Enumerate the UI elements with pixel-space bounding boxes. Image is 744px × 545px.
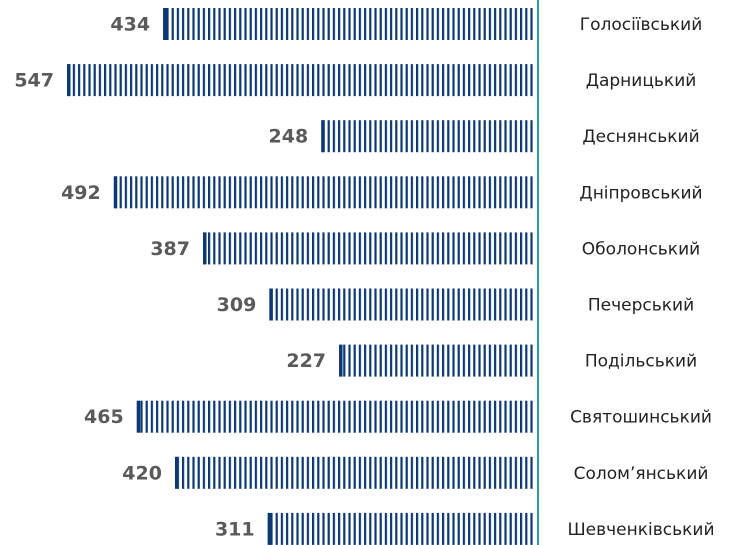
value-label: 465	[84, 406, 124, 428]
bar	[268, 512, 533, 545]
bar	[175, 456, 533, 489]
category-label: Дніпровський	[579, 183, 702, 203]
category-label: Печерський	[588, 296, 694, 316]
bar	[322, 120, 533, 153]
value-label: 547	[14, 70, 54, 92]
value-label: 492	[61, 182, 101, 204]
category-label: Шевченківський	[567, 520, 714, 540]
bar	[270, 288, 533, 321]
value-label: 248	[269, 126, 309, 148]
value-label: 434	[110, 14, 150, 36]
bar-edge	[321, 120, 325, 153]
bar	[114, 176, 533, 209]
bar	[204, 232, 533, 265]
value-label: 227	[286, 350, 326, 372]
category-label: Дарницький	[586, 71, 697, 91]
category-label: Голосіївський	[580, 15, 703, 35]
value-label: 420	[122, 462, 162, 484]
category-label: Солом’янський	[574, 464, 709, 484]
category-label: Оболонський	[582, 239, 700, 259]
category-label: Подільський	[585, 352, 697, 372]
bar-edge	[267, 512, 272, 545]
bar-edge	[113, 176, 118, 209]
bar-edge	[163, 8, 167, 40]
bar-edge	[339, 344, 343, 377]
bar	[68, 64, 533, 97]
bar-edge	[203, 232, 207, 265]
bar-edge	[269, 288, 273, 321]
bar-edge	[174, 456, 179, 489]
bar	[340, 344, 533, 377]
value-label: 309	[217, 294, 257, 316]
bar-edge	[67, 64, 71, 97]
value-label: 311	[215, 518, 255, 540]
bar	[137, 400, 533, 433]
value-label: 387	[150, 238, 190, 260]
category-label: Святошинський	[570, 408, 712, 428]
bar	[164, 8, 533, 40]
bar-edge	[136, 400, 141, 433]
category-label: Деснянський	[582, 127, 699, 147]
